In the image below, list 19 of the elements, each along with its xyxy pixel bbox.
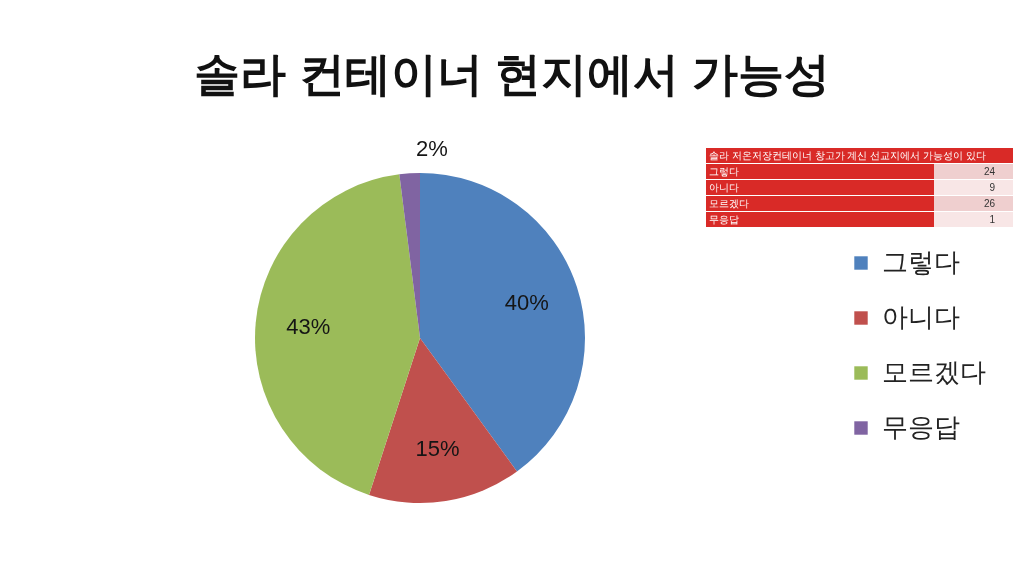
- data-label: 43%: [286, 314, 331, 340]
- category-label: 무응답: [706, 212, 934, 227]
- legend-label: 무응답: [882, 412, 960, 442]
- category-label: 아니다: [706, 180, 934, 195]
- category-label: 그렇다: [706, 164, 934, 179]
- data-label: 2%: [415, 136, 448, 162]
- legend-label: 아니다: [882, 302, 960, 332]
- legend-label: 그렇다: [882, 247, 960, 277]
- pie-slice: [369, 338, 517, 503]
- category-label: 모르겠다: [706, 196, 934, 211]
- data-label: 26: [934, 196, 1013, 211]
- data-label: 1: [934, 212, 1013, 227]
- legend-label: 모르겠다: [882, 357, 986, 387]
- data-label: 40%: [504, 290, 549, 316]
- data-label: 15%: [415, 435, 460, 461]
- data-label: 24: [934, 164, 1013, 179]
- data-label: 9: [934, 180, 1013, 195]
- chart-title: 솔라 컨테이너 현지에서 가능성: [193, 48, 831, 100]
- text: 솔라 저온저장컨테이너 창고가 계신 선교지에서 가능성이 있다: [706, 148, 1013, 163]
